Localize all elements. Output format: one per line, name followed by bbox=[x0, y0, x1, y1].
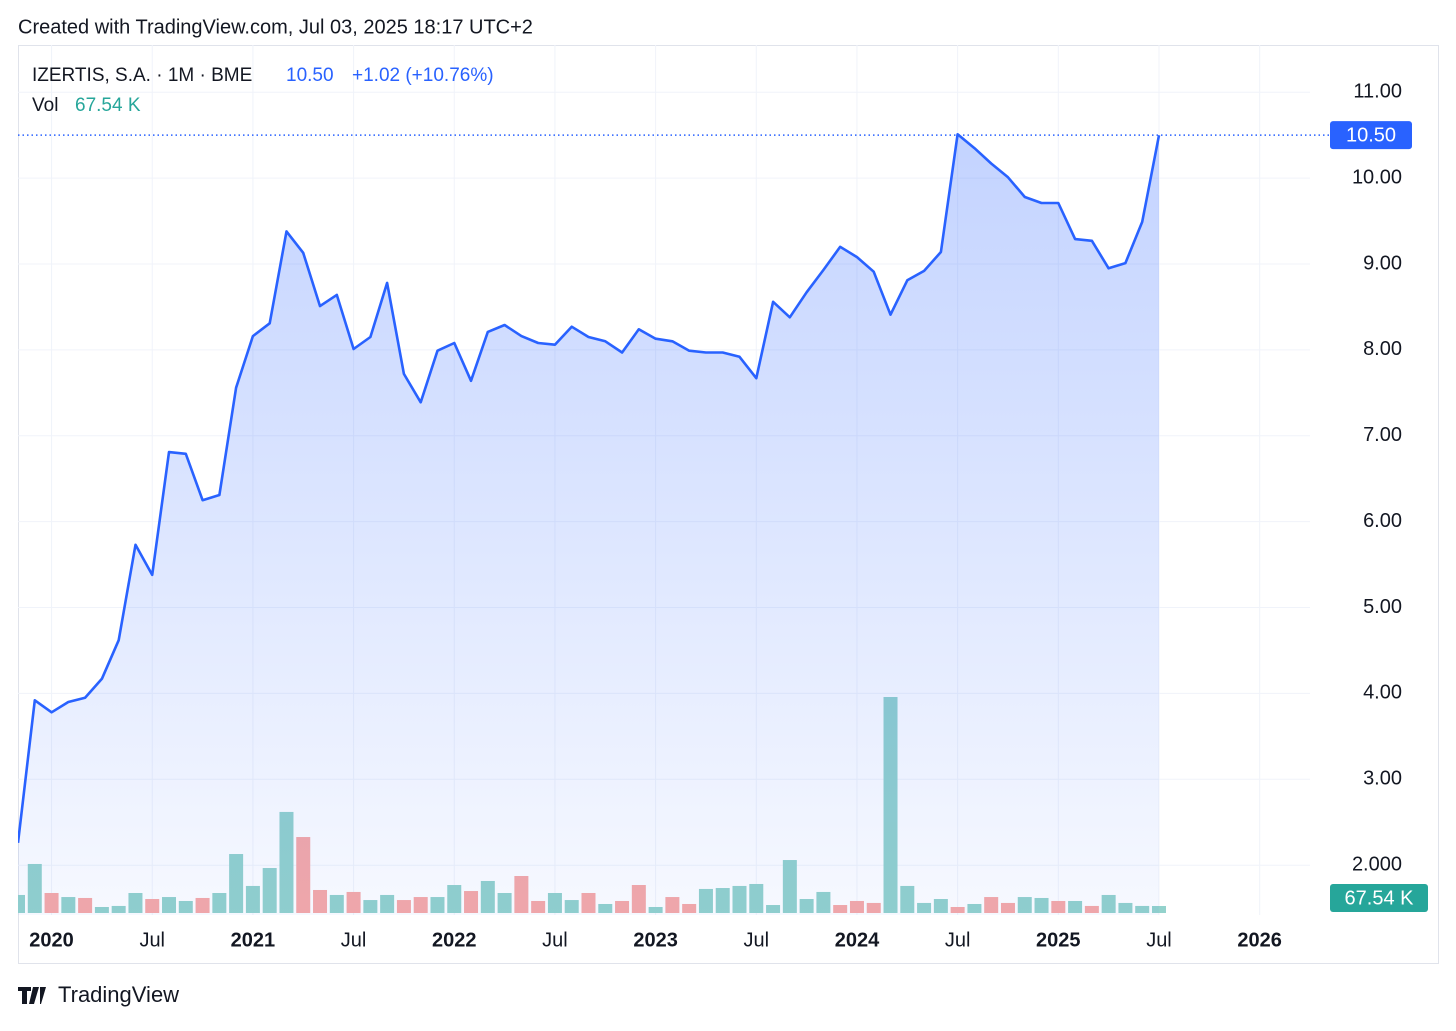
volume-badge-label: 67.54 K bbox=[1345, 887, 1415, 909]
volume-badge bbox=[1330, 884, 1428, 912]
x-tick-label: 2026 bbox=[1237, 929, 1282, 951]
y-tick-label: 5.00 bbox=[1363, 596, 1402, 618]
price-area bbox=[18, 134, 1159, 915]
x-tick-label: 2025 bbox=[1036, 929, 1081, 951]
y-tick-label: 4.00 bbox=[1363, 682, 1402, 704]
legend-price: 10.50 bbox=[286, 65, 334, 86]
x-tick-label: Jul bbox=[341, 929, 367, 951]
x-tick-label: 2024 bbox=[835, 929, 880, 951]
legend-volume: Vol bbox=[32, 95, 58, 116]
y-tick-label: 11.00 bbox=[1353, 81, 1402, 103]
y-tick-label: 9.00 bbox=[1363, 252, 1402, 274]
frame bbox=[18, 45, 1439, 964]
y-tick-label: 3.00 bbox=[1363, 768, 1402, 790]
y-tick-label: 6.00 bbox=[1363, 510, 1402, 532]
x-tick-label: 2021 bbox=[231, 929, 276, 951]
price-badge bbox=[1330, 121, 1412, 150]
logo bbox=[18, 987, 46, 1004]
y-tick-label: 7.00 bbox=[1363, 424, 1402, 446]
legend-series: IZERTIS, S.A. · 1M · BME bbox=[32, 65, 252, 86]
y-tick-label: 2.000 bbox=[1352, 853, 1402, 875]
price-line bbox=[18, 133, 1161, 844]
x-tick-label: 2022 bbox=[432, 929, 477, 951]
x-tick-label: 2023 bbox=[633, 929, 678, 951]
x-tick-label: 2020 bbox=[29, 929, 74, 951]
x-tick-label: Jul bbox=[1146, 929, 1172, 951]
y-tick-label: 10.00 bbox=[1352, 166, 1402, 188]
x-tick-label: Jul bbox=[542, 929, 568, 951]
x-tick-label: Jul bbox=[743, 929, 769, 951]
footer-brand: TradingView bbox=[58, 982, 179, 1007]
legend-change: +1.02 (+10.76%) bbox=[352, 65, 494, 86]
header: Created with TradingView.com, Jul 03, 20… bbox=[18, 16, 533, 38]
x-tick-label: Jul bbox=[139, 929, 165, 951]
legend-volume-value: 67.54 K bbox=[75, 95, 141, 116]
x-tick-label: Jul bbox=[945, 929, 971, 951]
price-badge-label: 10.50 bbox=[1346, 124, 1396, 146]
y-tick-label: 8.00 bbox=[1363, 338, 1402, 360]
